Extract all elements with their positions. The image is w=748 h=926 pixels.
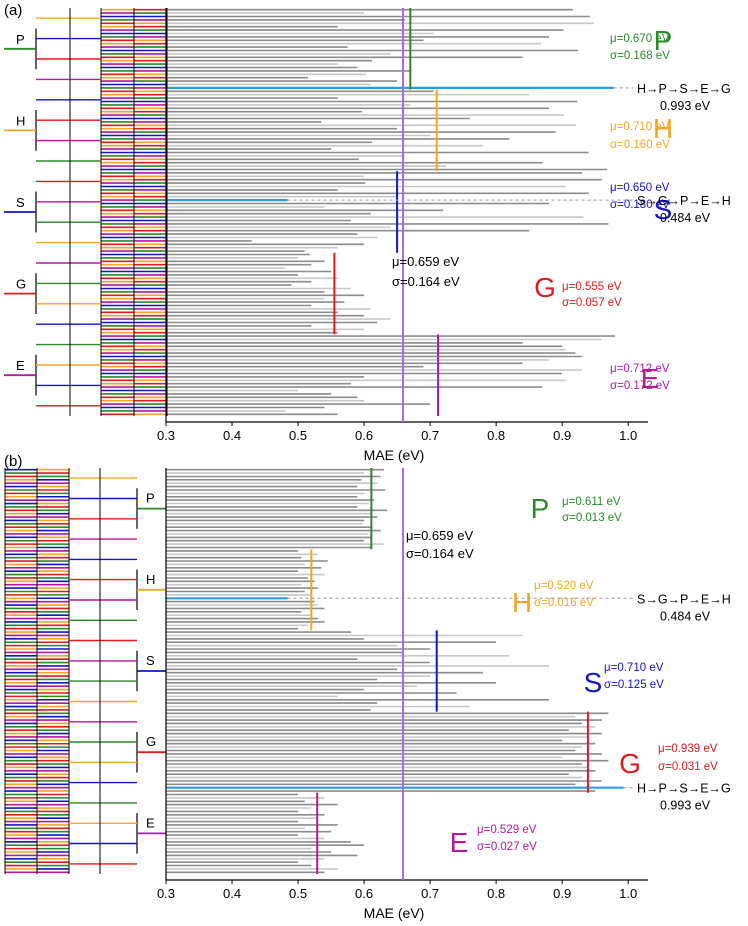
x-tick-label: 0.7 — [421, 428, 439, 443]
x-tick-label: 0.8 — [487, 428, 505, 443]
group-sigma-text: σ=0.172 eV — [610, 380, 670, 392]
x-tick-label: 0.9 — [553, 886, 571, 901]
group-sigma-text: σ=0.160 eV — [610, 139, 670, 151]
highlight-path-label: H→P→S→E→G — [637, 782, 731, 796]
group-mu-text: μ=0.710 eV — [604, 662, 664, 674]
x-tick-label: 0.5 — [289, 886, 307, 901]
highlight-path-label: H→P→S→E→G — [637, 82, 731, 96]
overall-mu: μ=0.659 eV — [392, 254, 459, 269]
x-tick-label: 0.4 — [223, 886, 241, 901]
group-big-letter: S — [654, 194, 673, 225]
panel-a: (a) P H S G E 0.3 0.4 0.5 0.6 0.7 0.8 0.9 1.0 MAE (eV… — [4, 2, 731, 463]
group-big-letter: P — [531, 493, 550, 524]
group-label: G — [146, 734, 156, 749]
x-tick-label: 0.9 — [553, 428, 571, 443]
group-sigma-text: σ=0.168 eV — [610, 50, 670, 62]
highlight-path-label: S→G→P→E→H — [637, 592, 731, 606]
x-tick-label: 0.5 — [289, 428, 307, 443]
group-sigma-text: σ=0.125 eV — [604, 679, 664, 691]
group-sigma-text: σ=0.027 eV — [477, 841, 537, 853]
group-mu-text: μ=0.611 eV — [562, 496, 621, 508]
highlight-annotation: H→P→S→E→G 0.993 eV — [623, 782, 731, 813]
highlight-annotation: H→P→S→E→G 0.993 eV — [613, 82, 731, 113]
group-mu-text: μ=0.650 eV — [610, 182, 670, 194]
group-label: E — [16, 358, 25, 373]
overall-sigma: σ=0.164 eV — [392, 274, 460, 289]
x-axis-label: MAE (eV) — [364, 905, 425, 921]
group-big-letter: G — [534, 272, 556, 303]
panel-b-label: (b) — [4, 453, 22, 470]
overall-mean: μ=0.659 eV σ=0.164 eV — [392, 8, 460, 422]
group-big-letter: P — [654, 25, 673, 56]
group-big-letter: G — [619, 748, 641, 779]
dendrogram: P H S G E — [4, 468, 166, 874]
overall-mu: μ=0.659 eV — [406, 528, 473, 543]
x-tick-label: 0.6 — [355, 886, 373, 901]
group-mu-text: μ=0.670 eV — [610, 33, 670, 45]
group-big-letter: E — [641, 363, 660, 394]
x-tick-label: 0.8 — [487, 886, 505, 901]
x-axis-label: MAE (eV) — [364, 447, 425, 463]
group-mu-text: μ=0.939 eV — [658, 743, 718, 755]
x-tick-label: 0.7 — [421, 886, 439, 901]
group-big-letter: H — [512, 587, 532, 618]
group-stats: Pμ=0.670 eV σ=0.168 eV — [409, 8, 673, 90]
group-label: G — [16, 277, 26, 292]
panel-b: (b) P H S G E 0.3 0.4 0.5 0.6 0.7 0.8 0.9 1.0 MAE (eV… — [4, 453, 731, 921]
group-mu-text: μ=0.520 eV — [534, 580, 594, 592]
bars — [166, 468, 624, 874]
group-sigma-text: σ=0.180 eV — [610, 199, 670, 211]
overall-mean: μ=0.659 eV σ=0.164 eV — [402, 468, 474, 880]
x-tick-label: 1.0 — [619, 428, 637, 443]
highlight-value-label: 0.993 eV — [660, 799, 711, 813]
group-mu-text: μ=0.529 eV — [477, 824, 537, 836]
group-label: E — [146, 815, 155, 830]
overall-sigma: σ=0.164 eV — [406, 546, 474, 561]
group-sigma-text: σ=0.013 eV — [562, 512, 622, 524]
x-tick-label: 0.3 — [157, 428, 175, 443]
highlight-annotation: S→G→P→E→H 0.484 eV — [287, 194, 731, 225]
x-tick-label: 0.4 — [223, 428, 241, 443]
x-tick-label: 0.6 — [355, 428, 373, 443]
group-big-letter: E — [450, 827, 469, 858]
group-label: S — [16, 195, 25, 210]
dendrogram: P H S G E — [4, 8, 168, 416]
group-sigma-text: σ=0.016 eV — [534, 597, 594, 609]
highlight-value-label: 0.484 eV — [660, 211, 711, 225]
group-big-letter: S — [584, 667, 603, 698]
x-axis: 0.3 0.4 0.5 0.6 0.7 0.8 0.9 1.0 MAE (eV) — [157, 8, 648, 463]
highlight-path-label: S→G→P→E→H — [637, 194, 731, 208]
group-sigma-text: σ=0.057 eV — [562, 297, 622, 309]
x-axis: 0.3 0.4 0.5 0.6 0.7 0.8 0.9 1.0 MAE (eV) — [157, 468, 648, 921]
group-label: H — [16, 113, 25, 128]
group-sigma-text: σ=0.031 eV — [658, 761, 718, 773]
x-tick-label: 1.0 — [619, 886, 637, 901]
highlight-value-label: 0.484 eV — [660, 609, 711, 623]
group-big-letter: H — [653, 113, 673, 144]
group-label: P — [16, 32, 25, 47]
group-mu-text: μ=0.712 eV — [610, 363, 670, 375]
group-stats: Hμ=0.520 eV σ=0.016 eV — [310, 549, 594, 631]
group-stats: Sμ=0.650 eV σ=0.180 eV — [396, 171, 673, 253]
group-mu-text: μ=0.555 eV — [562, 281, 622, 293]
x-tick-label: 0.3 — [157, 886, 175, 901]
highlight-value-label: 0.993 eV — [660, 99, 711, 113]
group-stats: Eμ=0.712 eV σ=0.172 eV — [437, 334, 670, 416]
group-label: S — [146, 653, 155, 668]
bars — [166, 8, 615, 416]
highlight-annotation: S→G→P→E→H 0.484 eV — [287, 592, 731, 623]
panel-a-label: (a) — [4, 2, 22, 19]
group-stats: Hμ=0.710 eV σ=0.160 eV — [435, 89, 673, 172]
group-label: H — [146, 572, 155, 587]
group-mu-text: μ=0.710 eV — [610, 121, 670, 133]
group-label: P — [146, 491, 155, 506]
